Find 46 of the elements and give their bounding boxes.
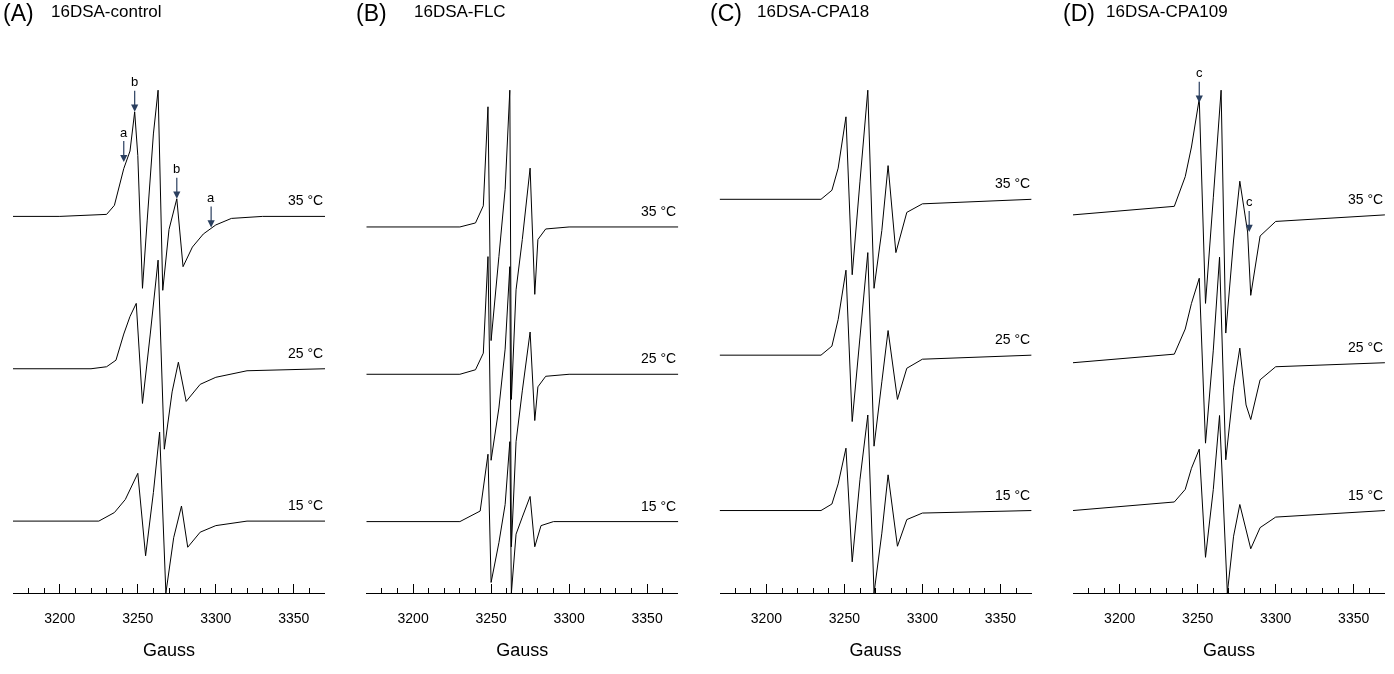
x-tick-label: 3300 (906, 609, 939, 626)
chart-title: 16DSA-CPA18 (757, 2, 870, 21)
text: (C) (710, 0, 742, 26)
chart-title: 16DSA-control (51, 2, 162, 21)
annotation: b (131, 74, 139, 89)
annotation: b (173, 161, 181, 176)
text: (A) (3, 0, 34, 26)
x-tick-label: 3200 (1104, 609, 1136, 626)
chart-title: 16DSA-FLC (414, 2, 506, 21)
x-tick-label: 3300 (553, 609, 585, 626)
x-tick-label: 3350 (278, 609, 310, 626)
annotation: a (120, 125, 128, 140)
x-axis-title: Gauss (496, 639, 549, 660)
x-tick-label: 3300 (200, 609, 232, 626)
annotation: c (1196, 65, 1203, 80)
x-axis-title: Gauss (849, 639, 902, 660)
series-label: 15 °C (995, 487, 1031, 503)
x-tick-label: 3350 (631, 609, 663, 626)
series-label: 35 °C (288, 192, 324, 208)
series-label: 15 °C (288, 497, 324, 513)
x-tick-label: 3250 (1182, 609, 1214, 626)
annotation: a (207, 190, 215, 205)
series-label: 25 °C (288, 345, 324, 361)
series-label: 25 °C (641, 350, 677, 366)
series-label: 35 °C (641, 203, 677, 219)
series-label: 15 °C (641, 498, 677, 514)
series-label: 25 °C (1348, 339, 1384, 355)
x-tick-label: 3250 (122, 609, 154, 626)
annotation: c (1246, 194, 1253, 209)
x-tick-label: 3200 (44, 609, 76, 626)
text: (B) (356, 0, 387, 26)
x-tick-label: 3300 (1260, 609, 1292, 626)
text: (D) (1063, 0, 1095, 26)
chart-title: 16DSA-CPA109 (1106, 2, 1228, 21)
x-tick-label: 3250 (828, 609, 861, 626)
x-tick-label: 3200 (750, 609, 783, 626)
x-tick-label: 3250 (475, 609, 507, 626)
series-label: 35 °C (995, 175, 1031, 191)
x-tick-label: 3350 (1338, 609, 1370, 626)
series-label: 35 °C (1348, 191, 1384, 207)
x-tick-label: 3200 (397, 609, 429, 626)
x-axis-title: Gauss (1202, 639, 1255, 660)
x-axis-title: Gauss (142, 639, 196, 660)
series-label: 15 °C (1348, 487, 1384, 503)
series-label: 25 °C (995, 331, 1031, 347)
x-tick-label: 3350 (984, 609, 1017, 626)
